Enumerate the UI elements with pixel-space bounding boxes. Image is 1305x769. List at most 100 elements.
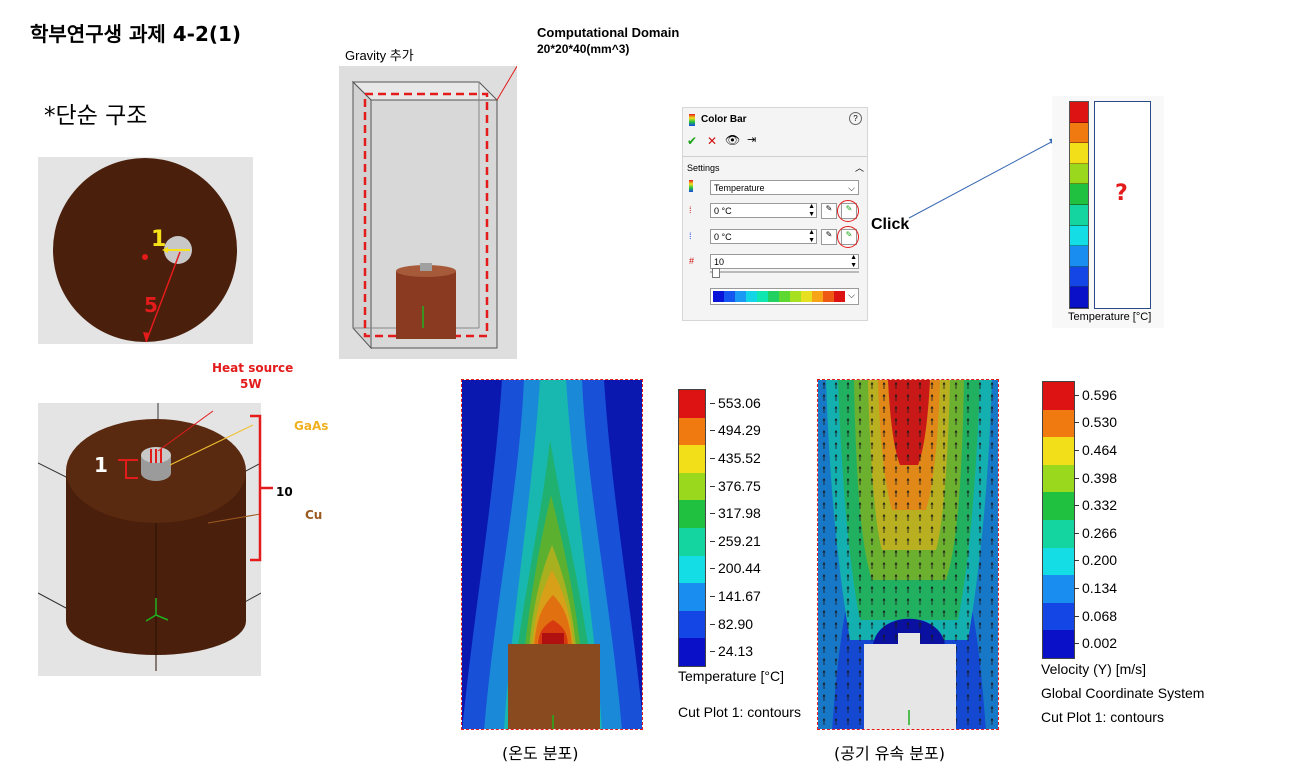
preview-bar-segment [1070,143,1088,164]
legend-color-segment [1043,409,1074,438]
preview-bar-segment [1070,184,1088,205]
parameter-select-value: Temperature [714,183,765,193]
divider [683,156,867,157]
gaas-label: GaAs [294,419,329,433]
legend-tick [1074,588,1079,589]
velocity-legend-bar [1042,381,1075,659]
iso-view-image: 1 [37,403,279,676]
spinner-icon[interactable]: ▲ ▼ [808,203,815,218]
max-highlight [837,200,859,222]
domain-title: Computational Domain [537,25,680,40]
palette-swatch [834,291,845,302]
palette-swatch [823,291,834,302]
legend-color-segment [679,583,705,611]
legend-tick [710,540,715,542]
legend-color-segment [1043,630,1074,658]
legend-value: 0.332 [1082,497,1118,514]
page-title: 학부연구생 과제 4-2(1) [30,22,242,46]
chevron-down-icon: ⌵ [848,290,855,300]
spinner-icon[interactable]: ▲ ▼ [850,254,857,269]
levels-slider[interactable] [710,271,859,273]
legend-tick [1074,505,1079,507]
parameter-select[interactable]: Temperature ⌵ [710,180,859,195]
height-bracket [250,414,273,562]
legend-tick [710,596,715,597]
legend-color-segment [1043,382,1074,410]
auto-max-button[interactable]: ✎ [821,203,837,219]
legend-tick [1074,532,1079,534]
min-icon: ⁞ [689,231,692,241]
preview-caption: Temperature [°C] [1068,311,1152,323]
legend-value: 82.90 [718,615,754,632]
preview-bar-segment [1070,163,1088,185]
max-value-field[interactable]: 0 °C ▲ ▼ [710,203,817,218]
preview-color-bar [1069,101,1089,309]
temperature-plot-caption: (온도 분포) [502,744,579,763]
legend-value: 259.21 [718,532,761,549]
legend-color-segment [679,610,705,639]
palette-swatch [713,291,724,302]
heat-source-label: Heat source [212,361,294,375]
min-value-field[interactable]: 0 °C ▲ ▼ [710,229,817,244]
legend-color-segment [1043,464,1074,493]
legend-color-segment [1043,547,1074,576]
legend-tick [710,568,715,570]
legend-tick [710,651,715,653]
legend-color-segment [679,445,705,473]
velocity-coord-system-label: Global Coordinate System [1041,685,1205,701]
preview-bar-segment [1070,246,1088,267]
legend-value: 0.134 [1082,580,1118,596]
temperature-cut-plot-label: Cut Plot 1: contours [678,704,801,720]
min-highlight [837,226,859,248]
legend-color-segment [679,555,705,584]
color-bar-panel: Color Bar ? ✔ ✕ 👁 ⇥ Settings ︿ Temperatu… [682,107,868,321]
velocity-cut-plot-label: Cut Plot 1: contours [1041,709,1164,725]
legend-tick [1074,615,1079,617]
legend-value: 317.98 [718,505,761,522]
help-icon[interactable]: ? [849,112,862,125]
levels-field[interactable]: 10 ▲ ▼ [710,254,859,269]
eye-icon[interactable]: 👁 [725,133,741,147]
palette-swatch [746,291,757,302]
legend-tick [710,513,715,515]
levels-slider-thumb[interactable] [712,268,720,278]
ok-icon[interactable]: ✔ [687,134,698,148]
cancel-icon[interactable]: ✕ [707,134,718,148]
legend-tick [1074,643,1079,645]
pin-icon[interactable]: ⇥ [747,134,757,146]
temperature-plot [461,379,643,730]
color-bar-panel-title: Color Bar [701,114,747,125]
legend-color-segment [1043,602,1074,631]
palette-swatch [812,291,823,302]
top-view-inner-radius: 1 [151,227,167,252]
legend-value: 0.002 [1082,635,1118,652]
legend-value: 0.464 [1082,442,1118,458]
cu-label: Cu [305,508,323,522]
auto-min-button[interactable]: ✎ [821,229,837,245]
height-label: 10 [276,485,293,499]
palette-select[interactable]: ⌵ [710,288,859,305]
chevron-down-icon: ⌵ [848,183,855,193]
preview-bar-segment [1070,122,1088,144]
min-value: 0 °C [714,232,732,242]
page-subtitle: *단순 구조 [44,103,148,129]
legend-tick [1074,450,1079,451]
top-view-outer-radius: 5 [144,293,158,317]
velocity-legend-caption: Velocity (Y) [m/s] [1041,661,1147,677]
iso-chip-label: 1 [94,453,108,477]
legend-tick [710,430,715,432]
temperature-legend-bar [678,389,706,667]
legend-value: 0.530 [1082,414,1118,431]
legend-color-segment [1043,437,1074,465]
collapse-icon[interactable]: ︿ [855,163,865,173]
click-label: Click [871,216,910,233]
legend-color-segment [679,417,705,446]
legend-tick [1074,560,1079,562]
palette-swatch [768,291,779,302]
legend-color-segment [679,390,705,418]
legend-tick [710,623,715,625]
legend-color-segment [679,500,705,528]
preview-bar-segment [1070,204,1088,226]
domain-size: 20*20*40(mm^3) [537,42,630,56]
spinner-icon[interactable]: ▲ ▼ [808,229,815,244]
